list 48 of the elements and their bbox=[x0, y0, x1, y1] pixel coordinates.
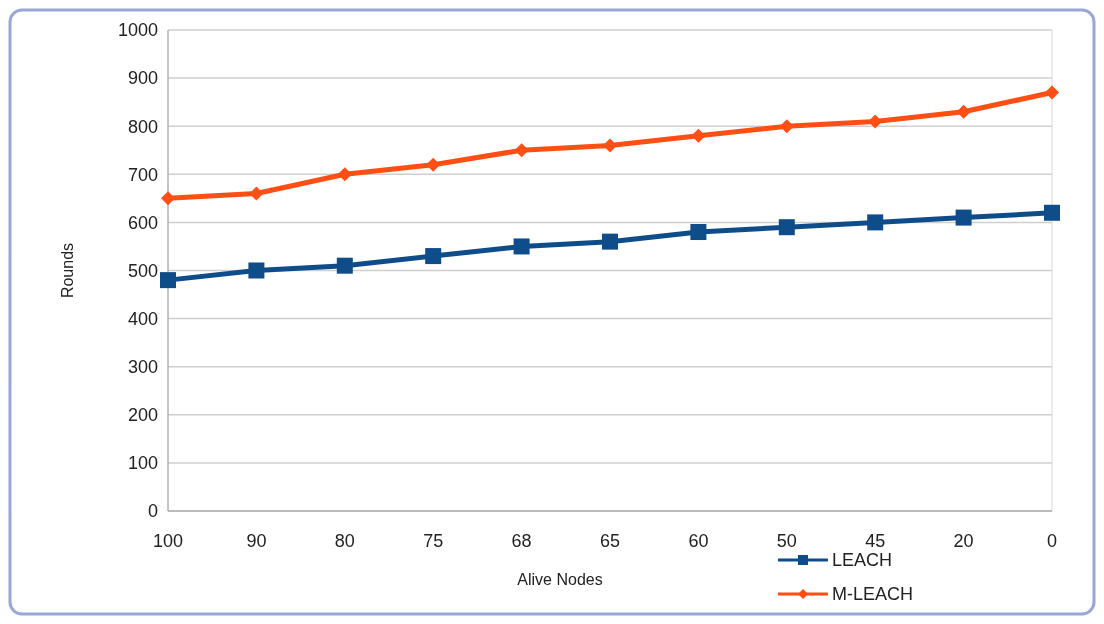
point bbox=[425, 248, 442, 265]
x-tick-label: 65 bbox=[599, 531, 621, 551]
y-tick-label: 800 bbox=[127, 116, 158, 137]
x-tick-label: 0 bbox=[1046, 531, 1058, 551]
y-tick-label: 700 bbox=[127, 164, 158, 185]
y-tick-label: 300 bbox=[127, 357, 158, 377]
point bbox=[513, 238, 530, 255]
y-tick-label: 400 bbox=[127, 308, 158, 329]
x-tick-label: 20 bbox=[953, 531, 974, 551]
x-tick-label: 90 bbox=[246, 531, 267, 551]
point bbox=[691, 128, 706, 143]
point bbox=[514, 143, 529, 158]
y-tick-label: 100 bbox=[127, 453, 158, 474]
x-tick-label: 60 bbox=[688, 531, 709, 551]
point bbox=[956, 104, 971, 119]
x-axis-title: Alive Nodes bbox=[517, 571, 603, 588]
point bbox=[602, 233, 618, 250]
point bbox=[955, 209, 972, 226]
point bbox=[867, 214, 884, 231]
x-tick-label: 100 bbox=[152, 531, 184, 551]
x-tick-label: 75 bbox=[423, 531, 444, 551]
x-tick-label: 45 bbox=[865, 531, 886, 551]
y-tick-label: 500 bbox=[127, 260, 158, 281]
point bbox=[1044, 204, 1060, 221]
x-tick-label: 68 bbox=[511, 531, 532, 551]
point bbox=[160, 272, 176, 289]
point bbox=[778, 219, 795, 236]
legend-label: LEACH bbox=[832, 550, 893, 571]
point bbox=[337, 167, 352, 182]
x-tick-label: 80 bbox=[334, 531, 355, 551]
legend-label: M-LEACH bbox=[832, 584, 914, 605]
point bbox=[690, 224, 707, 241]
point bbox=[161, 191, 175, 206]
point bbox=[603, 138, 617, 153]
point bbox=[1045, 85, 1059, 100]
point bbox=[248, 262, 265, 279]
y-tick-label: 1000 bbox=[117, 20, 158, 41]
point bbox=[426, 157, 441, 172]
y-tick-label: 900 bbox=[127, 68, 158, 89]
x-tick-label: 50 bbox=[776, 531, 797, 551]
y-tick-label: 0 bbox=[147, 501, 158, 522]
y-tick-label: 200 bbox=[127, 405, 158, 426]
y-tick-label: 600 bbox=[127, 212, 158, 233]
point bbox=[249, 186, 264, 201]
point bbox=[868, 114, 883, 129]
y-axis-title: Rounds bbox=[59, 242, 76, 299]
point bbox=[336, 257, 353, 274]
point bbox=[779, 119, 794, 134]
